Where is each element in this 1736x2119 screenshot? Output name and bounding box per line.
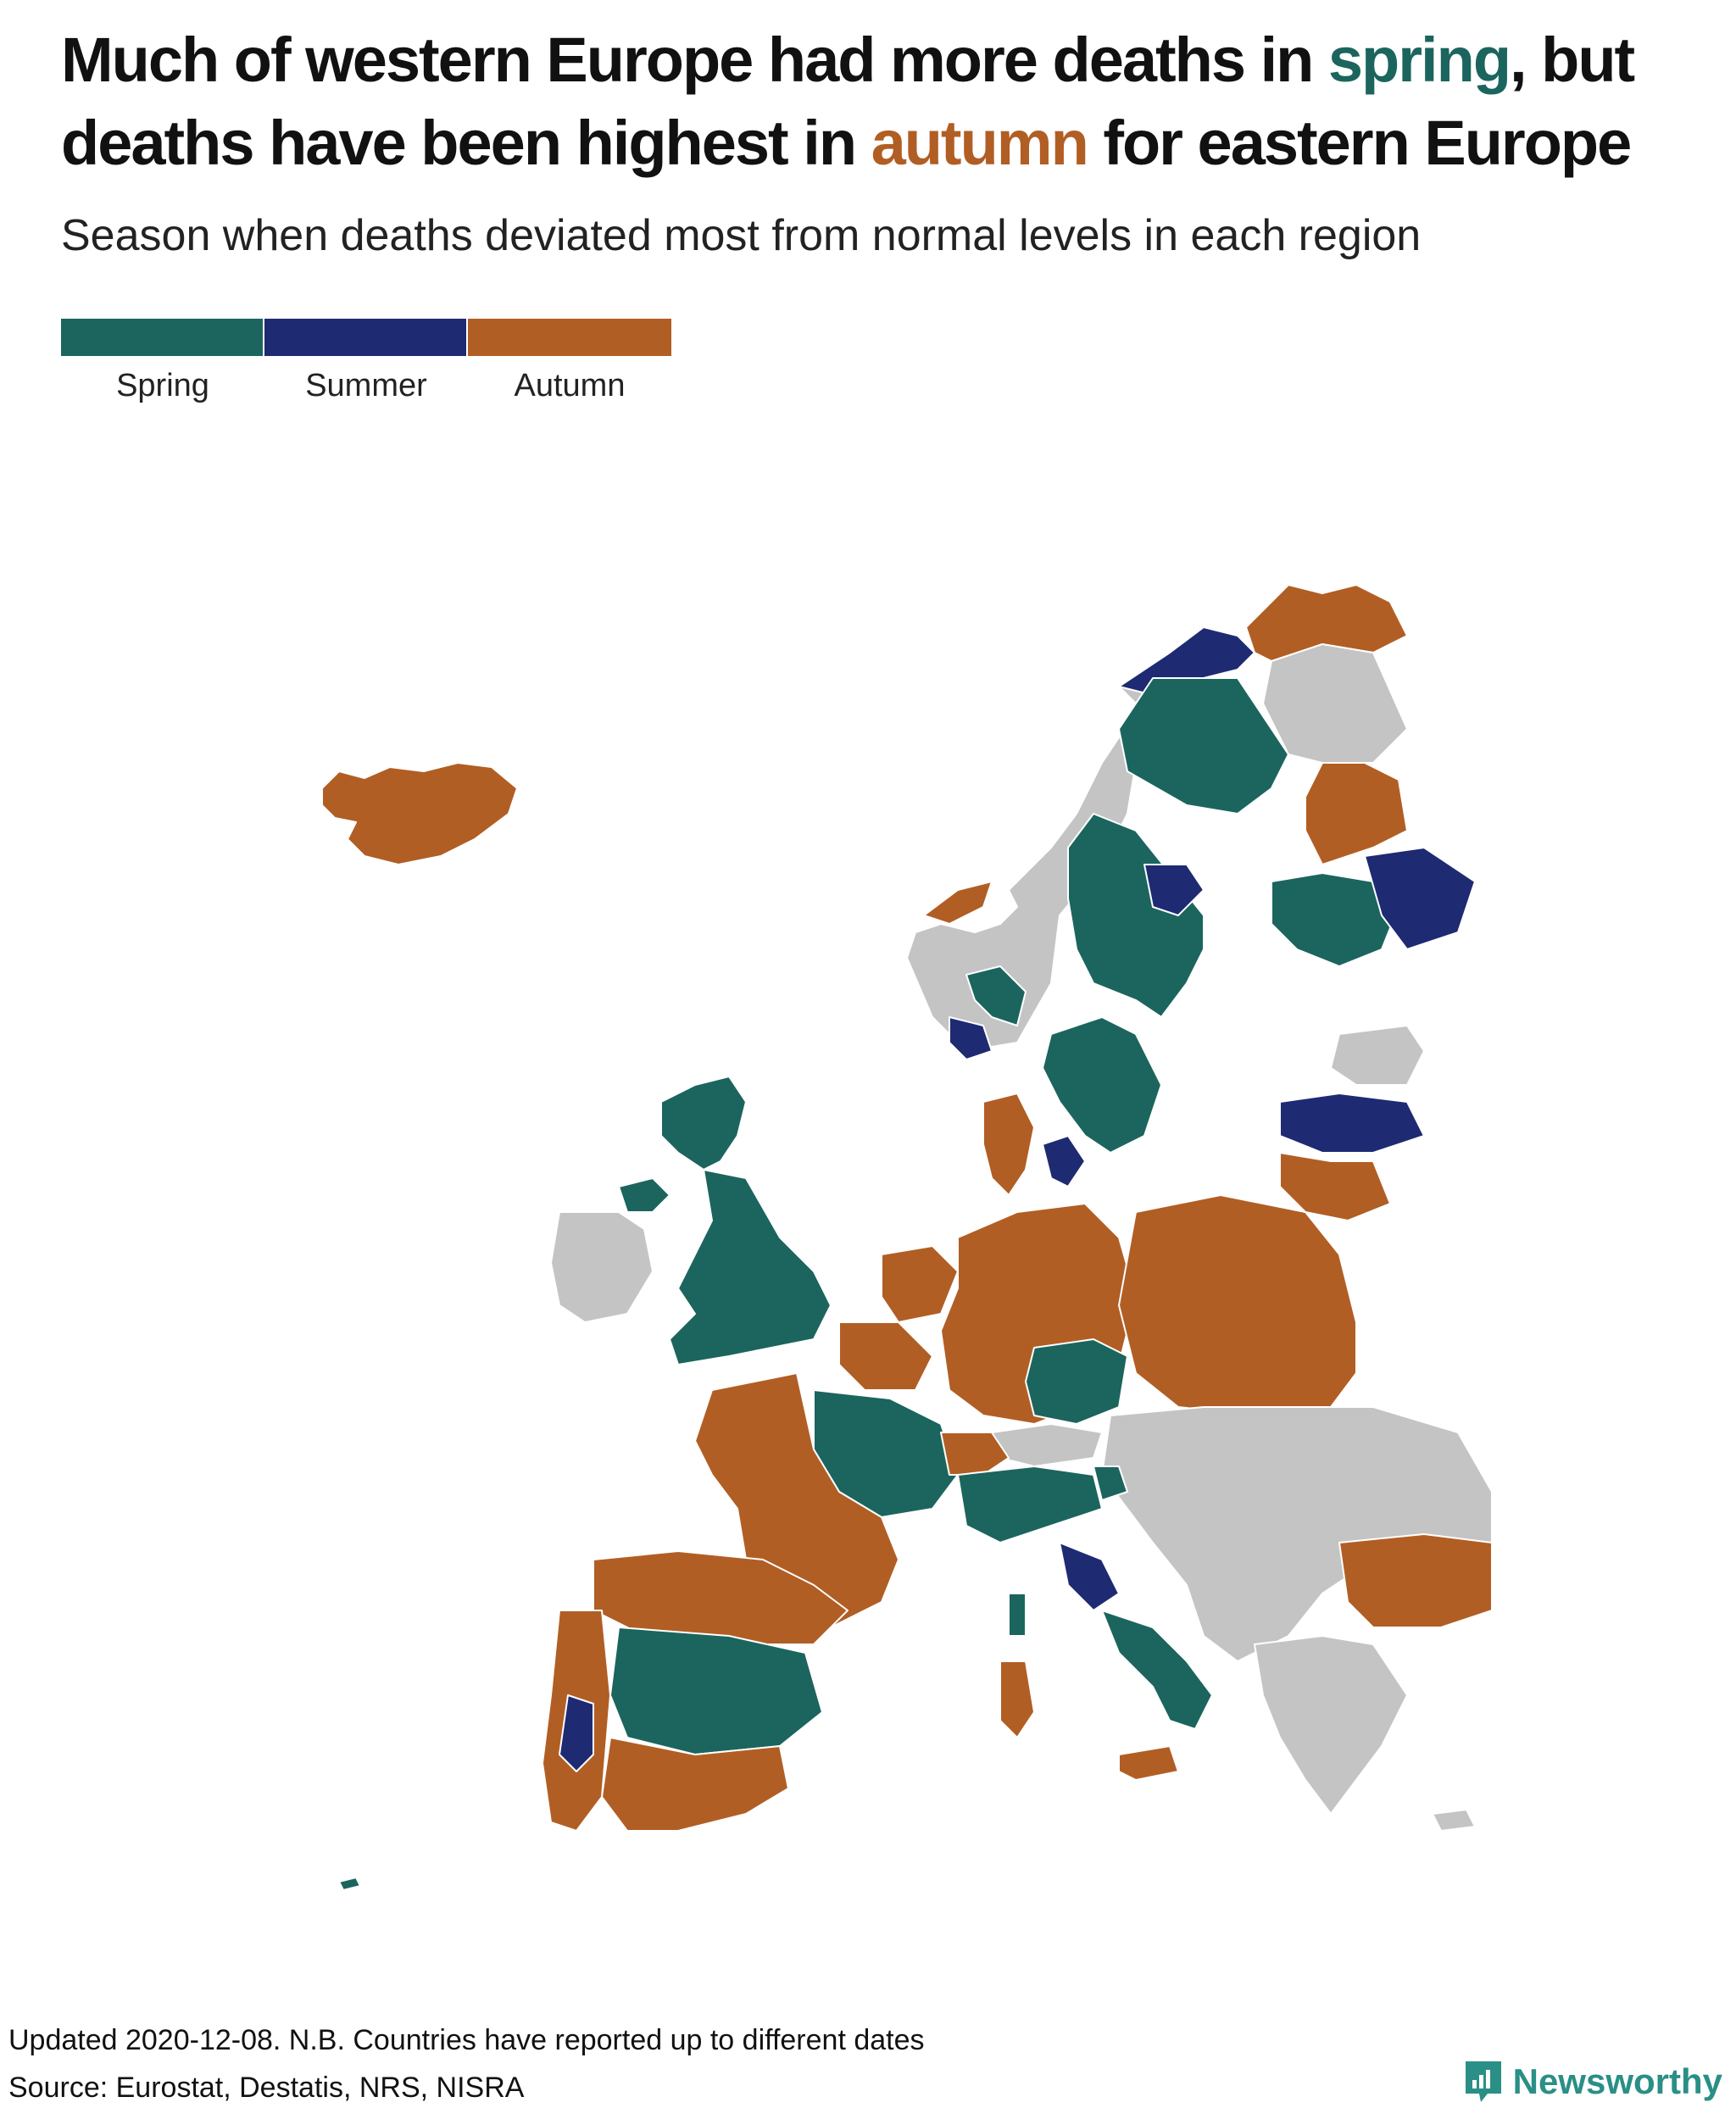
region-norway-east (965, 965, 1027, 1026)
legend-swatch-summer (264, 319, 468, 356)
region-northern-ireland (618, 1177, 670, 1213)
newsworthy-logo-icon (1465, 2061, 1501, 2102)
region-finland-lapland (1245, 584, 1408, 662)
region-cyprus (1432, 1809, 1476, 1832)
region-sweden-south (1042, 1016, 1162, 1154)
region-denmark-jutland (982, 1093, 1035, 1196)
region-italy-centre (1059, 1542, 1120, 1611)
region-norway-south (949, 1016, 993, 1060)
chart-title: Much of western Europe had more deaths i… (61, 19, 1672, 185)
footer-updated-note: Updated 2020-12-08. N.B. Countries have … (8, 2024, 925, 2056)
region-finland-west (1305, 762, 1408, 865)
region-sweden-central (1067, 813, 1205, 1018)
legend-label-autumn: Autumn (514, 368, 626, 403)
region-lithuania (1279, 1152, 1391, 1221)
chart-subtitle: Season when deaths deviated most from no… (61, 211, 1422, 260)
region-sardinia (999, 1660, 1035, 1738)
brand-name: Newsworthy (1512, 2061, 1722, 2101)
title-line1-a: Much of western Europe had more deaths i… (61, 25, 1328, 95)
legend-label-spring: Spring (116, 368, 209, 403)
region-spain-centre (609, 1627, 823, 1755)
region-italy-south (1101, 1610, 1213, 1730)
region-iceland (321, 762, 518, 865)
title-line2-a: deaths have been highest in (61, 108, 871, 178)
title-spring-word: spring (1327, 25, 1511, 95)
region-sicily (1118, 1745, 1179, 1781)
title-autumn-word: autumn (871, 108, 1089, 178)
title-line2-b: for eastern Europe (1087, 108, 1632, 178)
region-belgium (838, 1321, 933, 1391)
region-switzerland (940, 1432, 1010, 1476)
region-finland-east (1364, 847, 1476, 950)
region-finland-north-nodata (1262, 643, 1408, 764)
region-spain-south (601, 1737, 789, 1832)
legend: Spring Summer Autumn (61, 319, 671, 404)
region-england-wales (669, 1169, 832, 1365)
region-madeira (338, 1877, 361, 1891)
region-spain-north (593, 1550, 849, 1645)
region-norway-west (923, 881, 993, 925)
region-sweden-mid-east (1143, 864, 1205, 916)
region-austria (991, 1423, 1103, 1467)
region-scotland (660, 1076, 747, 1171)
region-estonia (1330, 1025, 1425, 1086)
title-line1-b: , but (1510, 25, 1635, 95)
region-poland (1118, 1194, 1357, 1416)
region-finland-central (1271, 872, 1399, 967)
region-portugal-central (559, 1694, 594, 1772)
europe-map (321, 584, 1493, 1891)
region-sweden-north (1118, 677, 1289, 815)
region-ireland (550, 1211, 654, 1323)
legend-labels: Spring Summer Autumn (61, 368, 671, 404)
legend-color-bar (61, 319, 671, 356)
footer-source: Source: Eurostat, Destatis, NRS, NISRA (8, 2072, 525, 2104)
region-latvia (1279, 1093, 1425, 1154)
legend-swatch-spring (61, 319, 264, 356)
region-bulgaria (1338, 1533, 1493, 1628)
legend-label-summer: Summer (305, 368, 427, 403)
region-greece (1254, 1635, 1408, 1815)
region-netherlands (881, 1245, 959, 1323)
brand: Newsworthy (1464, 2060, 1722, 2104)
region-denmark-islands (1042, 1135, 1086, 1187)
region-italy-north (957, 1466, 1103, 1543)
legend-swatch-autumn (468, 319, 671, 356)
region-corsica (1008, 1593, 1027, 1637)
region-czechia (1025, 1338, 1128, 1425)
region-slovenia (1093, 1466, 1128, 1501)
